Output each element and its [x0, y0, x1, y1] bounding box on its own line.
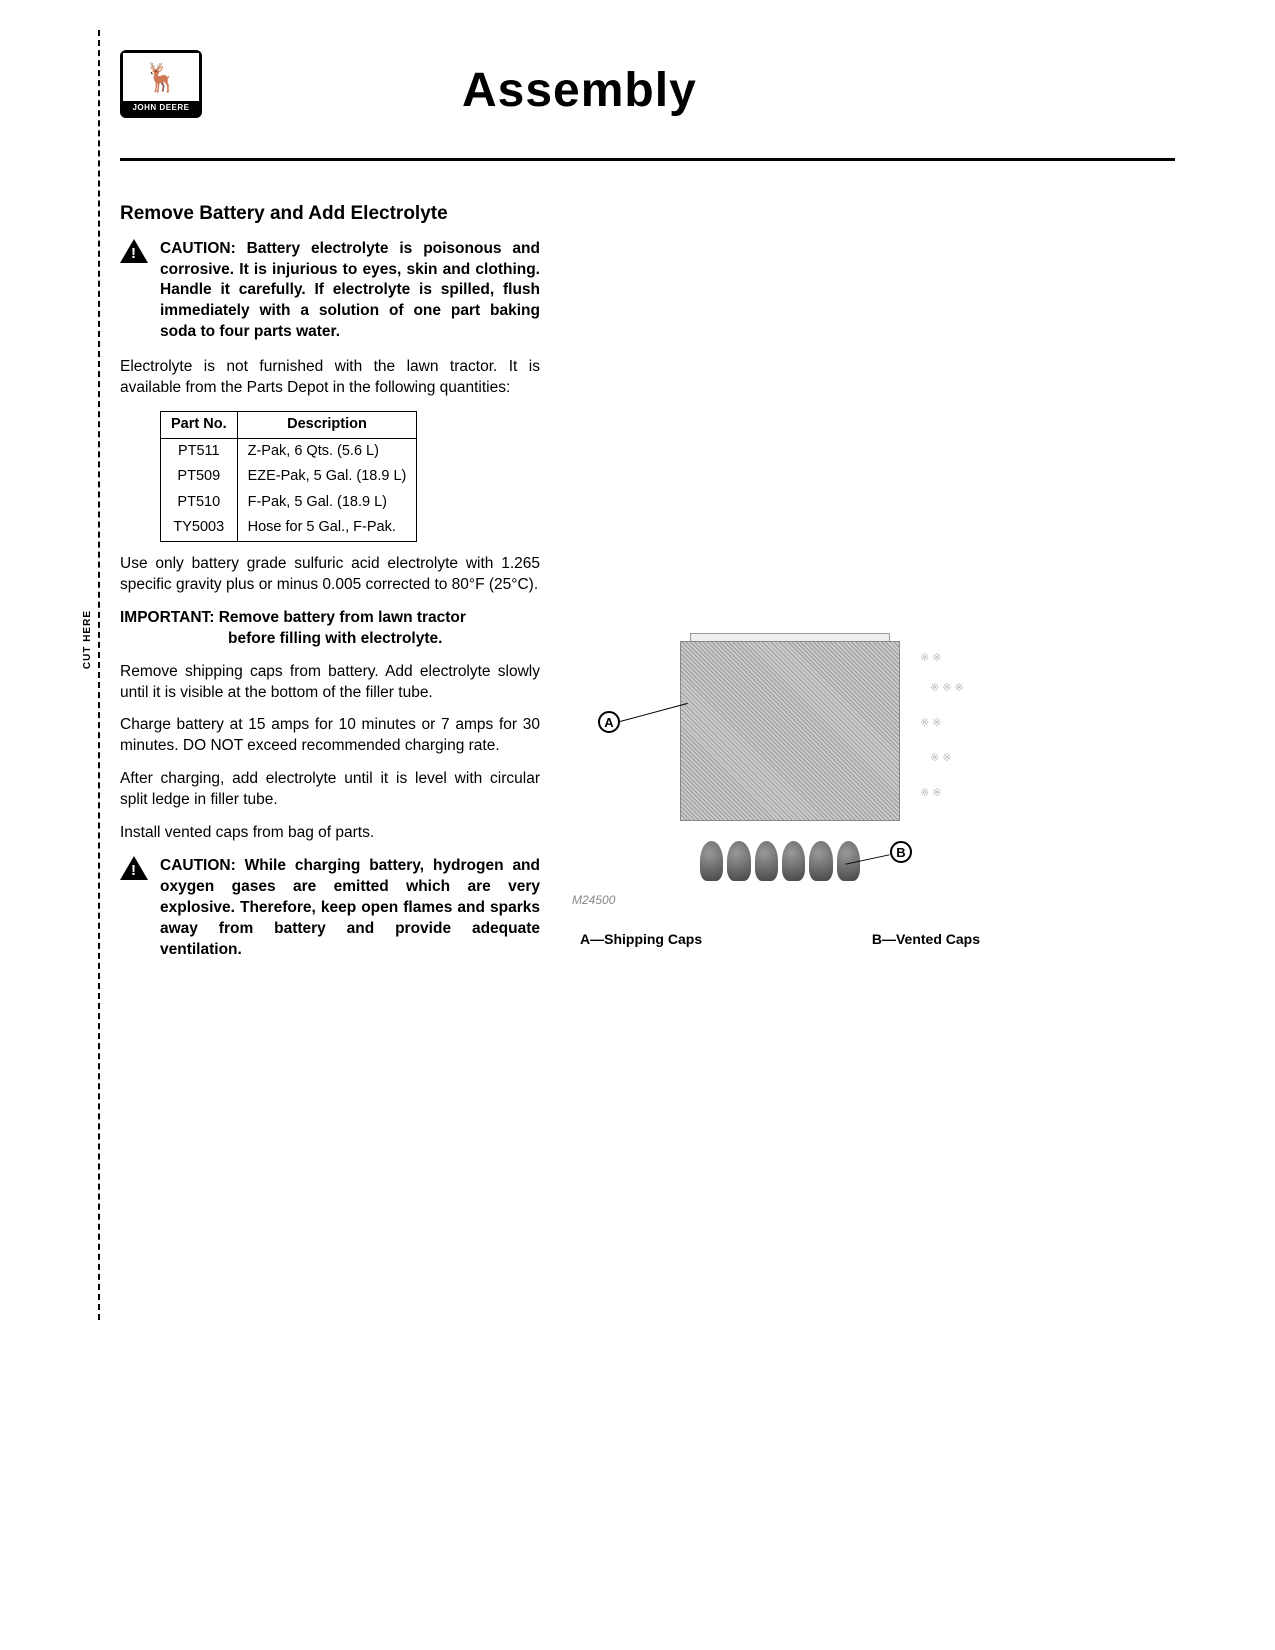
table-row: PT511Z-Pak, 6 Qts. (5.6 L) [161, 438, 417, 464]
callout-a: A [598, 711, 620, 733]
gravity-paragraph: Use only battery grade sulfuric acid ele… [120, 554, 540, 596]
cut-here-label: CUT HERE [82, 610, 93, 669]
warning-icon [120, 239, 148, 263]
caution-block-2: CAUTION: While charging battery, hydroge… [120, 856, 540, 961]
deer-icon: 🦌 [123, 53, 199, 101]
important-line1: IMPORTANT: Remove battery from lawn trac… [120, 609, 466, 626]
vented-caps-image [700, 841, 860, 891]
right-column: A B M24500 ※ ※ ※ ※ ※ ※ ※ ※ ※ ※ ※ A—Shipp… [580, 201, 1195, 975]
battery-figure: A B M24500 ※ ※ ※ ※ ※ ※ ※ ※ ※ ※ ※ [580, 641, 1000, 921]
page-title: Assembly [462, 63, 697, 118]
battery-image [680, 641, 900, 821]
parts-table: Part No. Description PT511Z-Pak, 6 Qts. … [160, 411, 417, 542]
warning-icon [120, 856, 148, 880]
left-column: Remove Battery and Add Electrolyte CAUTI… [120, 201, 540, 975]
caution-block-1: CAUTION: Battery electrolyte is poisonou… [120, 239, 540, 344]
important-note: IMPORTANT: Remove battery from lawn trac… [120, 608, 540, 650]
label-b: B—Vented Caps [872, 931, 980, 947]
col-part-no: Part No. [161, 412, 238, 439]
install-caps-paragraph: Install vented caps from bag of parts. [120, 823, 540, 844]
after-charge-paragraph: After charging, add electrolyte until it… [120, 769, 540, 811]
intro-paragraph: Electrolyte is not furnished with the la… [120, 357, 540, 399]
callout-b: B [890, 841, 912, 863]
important-line2: before filling with electrolyte. [120, 629, 540, 650]
brand-name: JOHN DEERE [123, 101, 199, 115]
header-rule [120, 158, 1175, 161]
table-header-row: Part No. Description [161, 412, 417, 439]
brand-logo: 🦌 JOHN DEERE [120, 50, 202, 118]
figure-labels: A—Shipping Caps B—Vented Caps [580, 931, 980, 947]
caution-text-1: CAUTION: Battery electrolyte is poisonou… [160, 239, 540, 344]
cut-line [98, 30, 100, 1320]
charge-paragraph: Charge battery at 15 amps for 10 minutes… [120, 715, 540, 757]
figure-reference: M24500 [572, 893, 615, 907]
table-row: TY5003Hose for 5 Gal., F-Pak. [161, 515, 417, 541]
caution-text-2: CAUTION: While charging battery, hydroge… [160, 856, 540, 961]
label-a: A—Shipping Caps [580, 931, 702, 947]
page-header: 🦌 JOHN DEERE Assembly [100, 50, 1195, 118]
leader-line-a [620, 703, 688, 722]
section-title: Remove Battery and Add Electrolyte [120, 201, 540, 227]
table-row: PT509EZE-Pak, 5 Gal. (18.9 L) [161, 464, 417, 490]
table-row: PT510F-Pak, 5 Gal. (18.9 L) [161, 490, 417, 516]
col-description: Description [237, 412, 417, 439]
remove-caps-paragraph: Remove shipping caps from battery. Add e… [120, 662, 540, 704]
